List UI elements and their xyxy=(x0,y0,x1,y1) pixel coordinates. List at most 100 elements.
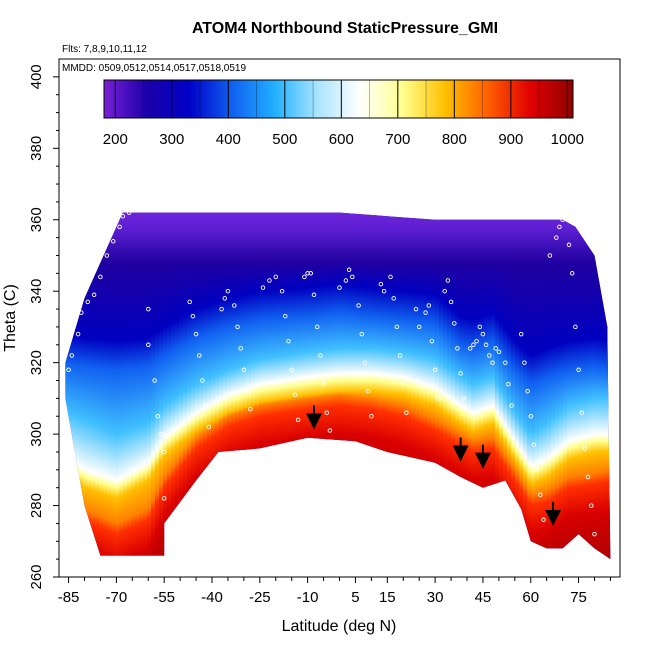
observation-point xyxy=(66,367,71,373)
field-column xyxy=(303,212,308,560)
observation-point xyxy=(471,342,476,348)
field-column xyxy=(415,212,420,560)
observation-point xyxy=(534,467,540,473)
field-column xyxy=(467,212,472,560)
observation-point xyxy=(461,396,467,401)
field-column xyxy=(111,212,116,560)
observation-point xyxy=(91,292,97,298)
field-column xyxy=(175,212,180,560)
observation-point xyxy=(522,360,527,365)
observation-point xyxy=(161,496,167,501)
dates-label: MMDD: 0509,0512,0514,0517,0518,0519 xyxy=(62,63,246,74)
colorbar-tick-label: 200 xyxy=(103,131,128,148)
field-column xyxy=(403,212,408,560)
observation-point xyxy=(493,346,498,351)
field-column xyxy=(159,212,164,560)
observation-point xyxy=(442,288,447,294)
field-column xyxy=(239,212,244,560)
x-tick-label: -40 xyxy=(201,589,223,606)
field-column xyxy=(423,212,428,560)
observation-point xyxy=(448,299,454,305)
field-column xyxy=(407,212,412,560)
observation-point xyxy=(490,360,495,365)
observation-point xyxy=(474,338,479,344)
observation-point xyxy=(225,288,231,294)
field-column xyxy=(399,212,404,560)
field-column xyxy=(371,212,376,560)
field-column xyxy=(419,212,424,560)
observation-point xyxy=(404,410,409,415)
observation-point xyxy=(359,331,365,337)
colorbar: 200 300 400 500 600 700 800 900 1000 xyxy=(103,79,584,148)
observation-point xyxy=(467,346,473,351)
field-column xyxy=(211,212,216,560)
field-column xyxy=(519,212,524,560)
colorbar-gradient xyxy=(103,79,574,119)
arrow-markers xyxy=(306,405,562,526)
observation-points xyxy=(66,210,597,537)
field-column xyxy=(171,212,176,560)
field-column xyxy=(339,212,344,560)
x-tick-label: -85 xyxy=(58,589,80,606)
observation-point xyxy=(200,378,205,383)
observation-point xyxy=(569,271,575,276)
field-column xyxy=(367,212,372,560)
observation-point xyxy=(286,338,291,344)
field-column xyxy=(199,212,204,560)
field-column xyxy=(295,212,300,560)
observation-point xyxy=(573,324,578,330)
field-column xyxy=(95,212,100,560)
field-column xyxy=(539,212,544,560)
observation-point xyxy=(576,367,581,373)
observation-point xyxy=(506,381,511,387)
observation-point xyxy=(203,403,208,408)
observation-point xyxy=(260,285,266,290)
field-column xyxy=(475,212,480,560)
field-column xyxy=(555,212,560,560)
field-column xyxy=(559,212,564,560)
field-column xyxy=(551,212,556,560)
field-column xyxy=(523,212,528,560)
y-tick-label: 400 xyxy=(28,64,45,89)
field-column xyxy=(355,212,360,560)
observation-point xyxy=(302,274,307,280)
y-axis-label: Theta (C) xyxy=(2,284,19,352)
field-column xyxy=(499,212,504,560)
observation-point xyxy=(432,367,438,373)
field-column xyxy=(427,212,432,560)
observation-point xyxy=(592,531,597,537)
observation-point xyxy=(560,217,565,223)
field-column xyxy=(135,212,140,560)
y-tick-label: 260 xyxy=(28,564,45,589)
observation-point xyxy=(429,338,435,344)
observation-point xyxy=(394,324,400,330)
field-column xyxy=(71,212,76,560)
x-tick-label: -10 xyxy=(297,589,319,606)
field-column xyxy=(191,212,196,560)
observation-point xyxy=(197,353,202,358)
y-tick-label: 360 xyxy=(28,207,45,232)
x-tick-label: -70 xyxy=(106,589,128,606)
field-column xyxy=(255,212,260,560)
pressure-field xyxy=(65,212,611,560)
x-tick-label: 15 xyxy=(379,589,396,606)
observation-point xyxy=(426,303,432,308)
observation-point xyxy=(525,388,530,394)
field-column xyxy=(571,212,576,560)
observation-point xyxy=(187,299,192,305)
field-column xyxy=(587,212,592,560)
observation-point xyxy=(292,392,298,398)
observation-point xyxy=(452,321,457,326)
observation-point xyxy=(126,210,132,215)
field-column xyxy=(451,212,456,560)
colorbar-tick-label: 900 xyxy=(498,131,523,148)
field-column xyxy=(395,212,400,560)
field-column xyxy=(603,212,608,560)
field-column xyxy=(579,212,584,560)
observation-point xyxy=(267,278,272,283)
field-column xyxy=(275,212,280,560)
field-column xyxy=(375,212,380,560)
y-axis: 260 280 300 320 340 360 380 400 xyxy=(28,64,59,590)
observation-point xyxy=(273,274,279,280)
